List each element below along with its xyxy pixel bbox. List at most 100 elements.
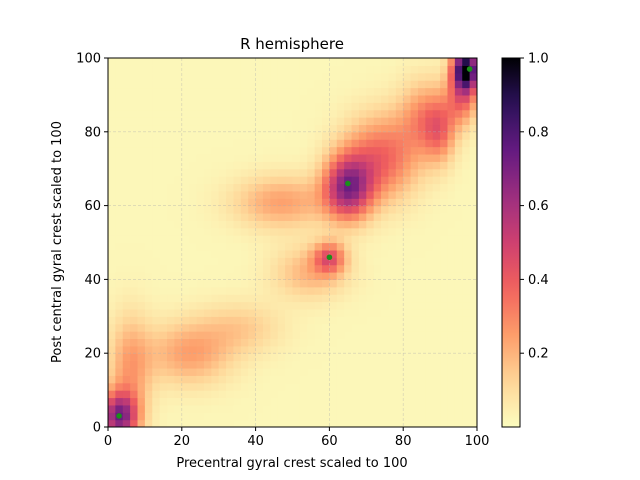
heatmap-cell: [344, 279, 353, 288]
heatmap-cell: [226, 375, 235, 384]
heatmap-cell: [159, 390, 168, 399]
heatmap-cell: [366, 397, 375, 406]
heatmap-cell: [211, 153, 220, 162]
heatmap-cell: [410, 72, 419, 81]
heatmap-cell: [344, 183, 353, 192]
heatmap-cell: [211, 198, 220, 207]
heatmap-cell: [344, 367, 353, 376]
heatmap-cell: [226, 205, 235, 214]
heatmap-cell: [469, 360, 477, 369]
heatmap-cell: [403, 286, 412, 295]
heatmap-cell: [218, 360, 227, 369]
heatmap-cell: [314, 146, 323, 155]
heatmap-cell: [144, 419, 153, 427]
heatmap-cell: [211, 286, 220, 295]
heatmap-cell: [336, 242, 345, 251]
heatmap-cell: [233, 242, 242, 251]
heatmap-cell: [130, 58, 139, 66]
heatmap-cell: [144, 124, 153, 133]
heatmap-cell: [167, 102, 176, 111]
heatmap-cell: [277, 117, 286, 126]
heatmap-cell: [137, 353, 146, 362]
heatmap-cell: [425, 360, 434, 369]
heatmap-cell: [255, 264, 264, 273]
heatmap-cell: [366, 257, 375, 266]
heatmap-cell: [218, 212, 227, 221]
heatmap-cell: [329, 198, 338, 207]
heatmap-cell: [248, 139, 257, 148]
heatmap-cell: [196, 102, 205, 111]
heatmap-cell: [417, 161, 426, 170]
heatmap-cell: [292, 360, 301, 369]
heatmap-cell: [403, 382, 412, 391]
heatmap-cell: [322, 367, 330, 376]
heatmap-cell: [181, 227, 190, 236]
heatmap-cell: [329, 367, 338, 376]
heatmap-cell: [189, 375, 198, 384]
heatmap-cell: [358, 286, 367, 295]
heatmap-cell: [211, 272, 220, 280]
heatmap-cell: [344, 58, 353, 66]
heatmap-cell: [373, 353, 382, 362]
heatmap-cell: [233, 124, 242, 133]
heatmap-cell: [469, 58, 477, 66]
heatmap-cell: [174, 190, 183, 199]
heatmap-cell: [336, 94, 345, 103]
heatmap-cell: [373, 139, 382, 148]
heatmap-cell: [307, 323, 316, 332]
heatmap-cell: [417, 294, 426, 303]
heatmap-cell: [189, 72, 198, 81]
heatmap-cell: [122, 58, 131, 66]
heatmap-cell: [469, 102, 477, 111]
heatmap-cell: [373, 94, 382, 103]
heatmap-cell: [218, 161, 227, 170]
heatmap-cell: [381, 168, 390, 177]
heatmap-cell: [417, 109, 426, 118]
heatmap-cell: [240, 242, 249, 251]
heatmap-cell: [189, 139, 198, 148]
heatmap-cell: [285, 58, 294, 66]
heatmap-cell: [440, 94, 449, 103]
heatmap-cell: [432, 301, 441, 310]
heatmap-cell: [181, 360, 190, 369]
heatmap-cell: [469, 279, 477, 288]
heatmap-cell: [255, 257, 264, 266]
heatmap-cell: [240, 146, 249, 155]
heatmap-cell: [381, 80, 390, 89]
heatmap-cell: [395, 419, 404, 427]
heatmap-cell: [181, 286, 190, 295]
heatmap-cell: [432, 94, 441, 103]
heatmap-cell: [292, 338, 301, 347]
heatmap-cell: [336, 249, 345, 258]
heatmap-cell: [454, 80, 463, 89]
heatmap-cell: [277, 212, 286, 221]
heatmap-cell: [285, 153, 294, 162]
heatmap-cell: [108, 397, 116, 406]
heatmap-cell: [196, 367, 205, 376]
heatmap-cell: [447, 367, 456, 376]
heatmap-cell: [144, 212, 153, 221]
heatmap-cell: [417, 94, 426, 103]
heatmap-cell: [410, 264, 419, 273]
heatmap-cell: [395, 102, 404, 111]
heatmap-cell: [307, 212, 316, 221]
heatmap-cell: [344, 153, 353, 162]
heatmap-cell: [432, 212, 441, 221]
heatmap-cell: [240, 153, 249, 162]
heatmap-cell: [181, 161, 190, 170]
heatmap-cell: [203, 102, 212, 111]
heatmap-cell: [417, 404, 426, 413]
heatmap-cell: [322, 190, 330, 199]
heatmap-cell: [144, 161, 153, 170]
heatmap-cell: [292, 190, 301, 199]
heatmap-cell: [425, 338, 434, 347]
heatmap-cell: [152, 257, 161, 266]
heatmap-cell: [233, 94, 242, 103]
heatmap-cell: [440, 294, 449, 303]
heatmap-cell: [351, 404, 360, 413]
heatmap-cell: [226, 353, 235, 362]
heatmap-cell: [144, 198, 153, 207]
heatmap-cell: [130, 353, 139, 362]
heatmap-cell: [454, 117, 463, 126]
heatmap-cell: [181, 153, 190, 162]
